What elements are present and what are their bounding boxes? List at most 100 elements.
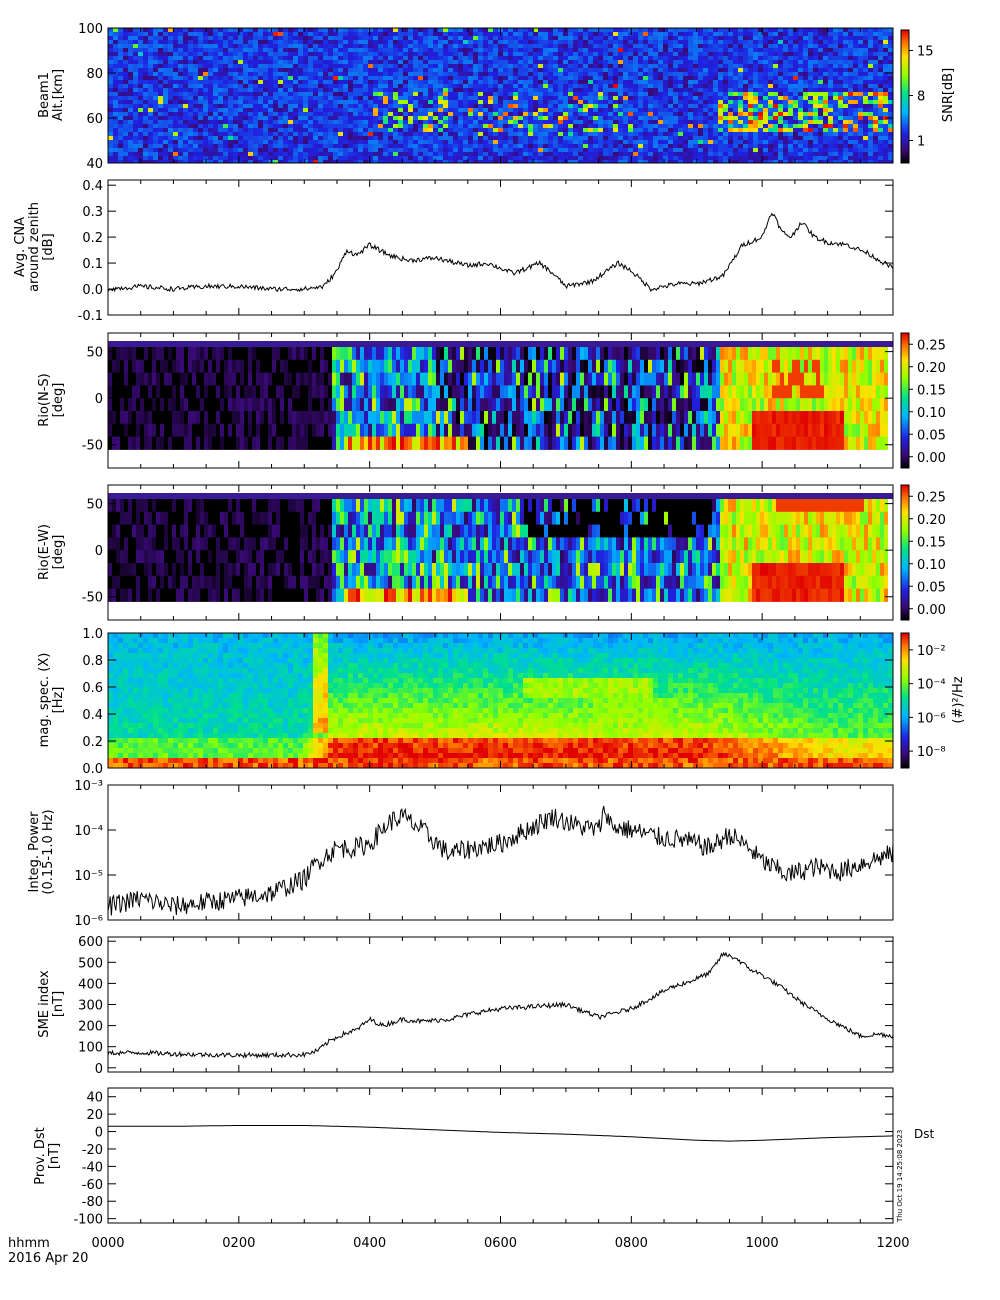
beam1-cell	[568, 112, 573, 116]
beam1-cell	[688, 160, 693, 163]
beam1-cell	[613, 88, 618, 92]
beam1-cell	[478, 48, 483, 52]
beam1-cell	[318, 116, 323, 120]
beam1-cell	[148, 92, 153, 96]
beam1-cell	[453, 68, 458, 72]
beam1-cell	[588, 120, 593, 124]
beam1-cell	[313, 104, 318, 108]
beam1-cell	[473, 144, 478, 148]
beam1-cell	[688, 144, 693, 148]
beam1-cell	[508, 108, 513, 112]
beam1-cell	[788, 100, 793, 104]
beam1-cell	[248, 160, 253, 163]
beam1-cell	[763, 104, 768, 108]
beam1-cell	[833, 128, 838, 132]
beam1-cell	[183, 52, 188, 56]
beam1-cell	[273, 152, 278, 156]
beam1-cell	[328, 48, 333, 52]
beam1-cell	[683, 136, 688, 140]
beam1-cell	[828, 36, 833, 40]
beam1-cell	[478, 52, 483, 56]
beam1-cell	[423, 40, 428, 44]
beam1-cell	[453, 136, 458, 140]
beam1-cell	[338, 124, 343, 128]
beam1-cell	[273, 156, 278, 160]
beam1-cell	[793, 108, 798, 112]
beam1-cell	[538, 92, 543, 96]
beam1-cell	[423, 96, 428, 100]
beam1-cell	[483, 36, 488, 40]
beam1-cell	[563, 128, 568, 132]
beam1-cell	[248, 36, 253, 40]
beam1-cell	[433, 148, 438, 152]
beam1-cell	[433, 124, 438, 128]
beam1-cell	[148, 152, 153, 156]
beam1-cell	[328, 136, 333, 140]
beam1-cell	[803, 148, 808, 152]
beam1-cell	[708, 32, 713, 36]
beam1-cell	[173, 104, 178, 108]
beam1-cell	[468, 96, 473, 100]
beam1-cell	[268, 116, 273, 120]
beam1-cell	[458, 80, 463, 84]
beam1-cell	[248, 136, 253, 140]
beam1-cell	[713, 128, 718, 132]
beam1-cell	[798, 108, 803, 112]
beam1-cell	[173, 148, 178, 152]
beam1-cell	[293, 160, 298, 163]
beam1-cell	[693, 56, 698, 60]
beam1-cell	[623, 48, 628, 52]
beam1-cell	[778, 48, 783, 52]
beam1-cell	[623, 144, 628, 148]
beam1-cell	[478, 128, 483, 132]
beam1-cell	[343, 56, 348, 60]
beam1-cell	[148, 28, 153, 32]
beam1-cell	[468, 28, 473, 32]
beam1-cell	[133, 112, 138, 116]
beam1-cell	[343, 104, 348, 108]
beam1-cell	[538, 128, 543, 132]
beam1-cell	[403, 56, 408, 60]
beam1-cell	[528, 48, 533, 52]
beam1-cell	[488, 148, 493, 152]
beam1-cell	[778, 40, 783, 44]
beam1-cell	[263, 84, 268, 88]
beam1-cell	[463, 112, 468, 116]
beam1-cell	[823, 60, 828, 64]
beam1-cell	[278, 80, 283, 84]
beam1-cell	[228, 112, 233, 116]
beam1-cell	[628, 88, 633, 92]
beam1-cell	[708, 108, 713, 112]
beam1-cell	[613, 160, 618, 163]
beam1-cell	[668, 48, 673, 52]
beam1-cell	[283, 52, 288, 56]
beam1-cell	[318, 72, 323, 76]
beam1-cell	[613, 144, 618, 148]
beam1-cell	[498, 48, 503, 52]
beam1-cell	[523, 44, 528, 48]
beam1-cell	[688, 72, 693, 76]
beam1-cell	[283, 80, 288, 84]
beam1-cell	[423, 128, 428, 132]
beam1-cell	[238, 48, 243, 52]
beam1-cell	[138, 152, 143, 156]
beam1-cell	[263, 144, 268, 148]
beam1-cell	[638, 148, 643, 152]
beam1-cell	[453, 88, 458, 92]
beam1-cell	[133, 40, 138, 44]
beam1-cell	[833, 44, 838, 48]
beam1-cell	[298, 160, 303, 163]
beam1-cell	[138, 108, 143, 112]
beam1-cell	[663, 104, 668, 108]
beam1-cell	[238, 88, 243, 92]
beam1-cell	[153, 84, 158, 88]
beam1-cell	[318, 28, 323, 32]
beam1-cell	[608, 80, 613, 84]
beam1-cell	[288, 148, 293, 152]
beam1-cell	[313, 148, 318, 152]
beam1-cell	[403, 144, 408, 148]
beam1-cell	[348, 100, 353, 104]
beam1-cell	[108, 160, 113, 163]
beam1-cell	[758, 52, 763, 56]
beam1-cell	[333, 44, 338, 48]
